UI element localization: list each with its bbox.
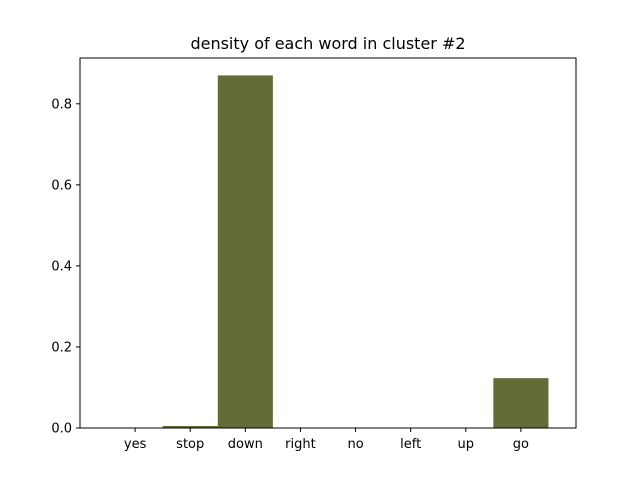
- y-tick-label-2: 0.4: [51, 259, 72, 274]
- x-tick-label-right: right: [285, 437, 316, 452]
- y-tick-label-4: 0.8: [51, 97, 72, 112]
- x-tick-label-down: down: [228, 437, 263, 452]
- x-tick-label-up: up: [458, 437, 475, 452]
- chart-title: density of each word in cluster #2: [190, 34, 465, 53]
- x-axis: yes stop down right no left up go: [124, 428, 529, 452]
- bar-go: [493, 378, 549, 428]
- x-tick-label-no: no: [347, 437, 363, 452]
- x-tick-label-go: go: [513, 437, 529, 452]
- x-tick-label-yes: yes: [124, 437, 147, 452]
- y-tick-label-1: 0.2: [51, 340, 72, 355]
- bars-group: [162, 75, 549, 428]
- y-tick-label-3: 0.6: [51, 178, 72, 193]
- x-tick-label-stop: stop: [176, 437, 204, 452]
- x-tick-label-left: left: [400, 437, 421, 452]
- y-tick-label-0: 0.0: [51, 422, 72, 437]
- bar-down: [217, 75, 273, 428]
- bar-stop: [162, 425, 218, 428]
- plot-frame: [79, 57, 577, 429]
- y-axis: 0.0 0.2 0.4 0.6 0.8: [51, 97, 80, 437]
